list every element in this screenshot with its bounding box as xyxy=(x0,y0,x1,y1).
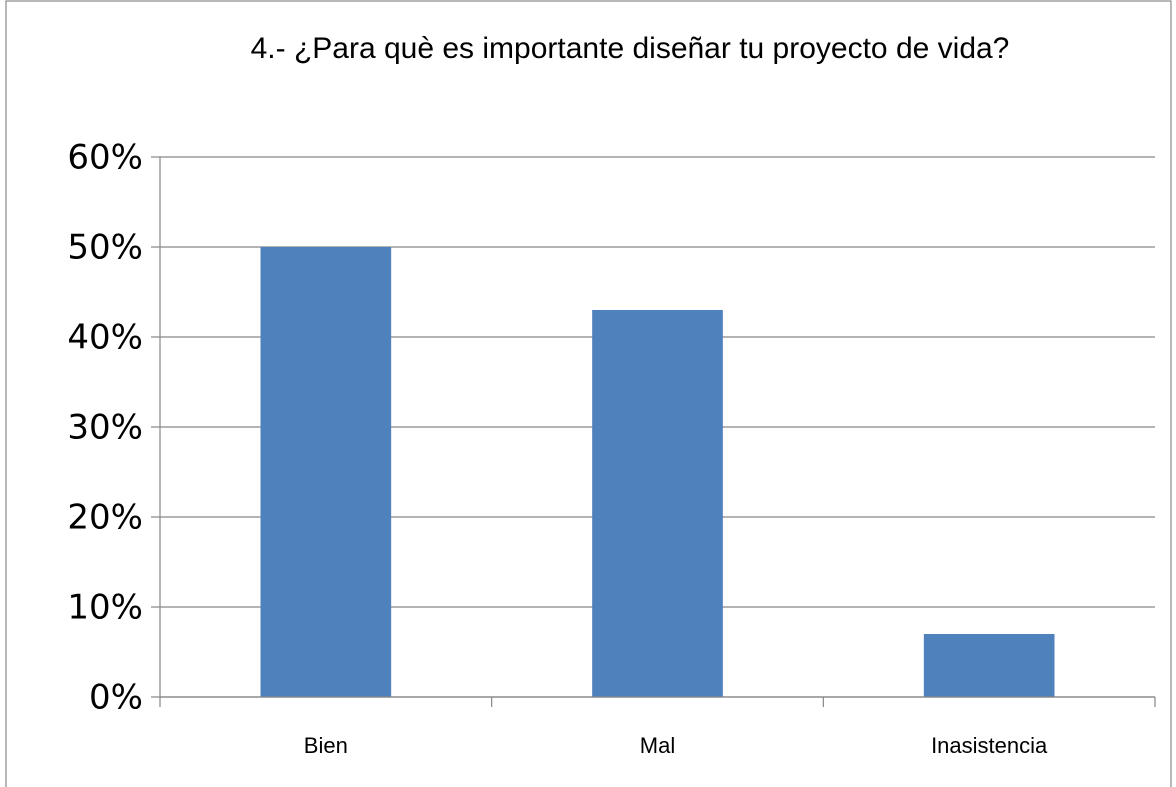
y-tick-label: 50% xyxy=(67,228,143,268)
chart-border xyxy=(5,0,1172,787)
x-tick-label: Mal xyxy=(640,733,675,758)
bar xyxy=(923,634,1055,697)
bar xyxy=(592,310,723,697)
y-tick-label: 60% xyxy=(67,138,143,178)
y-tick-label: 30% xyxy=(67,408,143,448)
x-tick-label: Inasistencia xyxy=(931,733,1048,758)
y-tick-label: 0% xyxy=(89,678,143,718)
chart-title: 4.- ¿Para què es importante diseñar tu p… xyxy=(250,32,1010,65)
bar xyxy=(260,247,392,697)
x-tick-label: Bien xyxy=(304,733,348,758)
y-tick-label: 10% xyxy=(67,588,143,628)
y-tick-label: 40% xyxy=(67,318,143,358)
y-tick-label: 20% xyxy=(67,498,143,538)
